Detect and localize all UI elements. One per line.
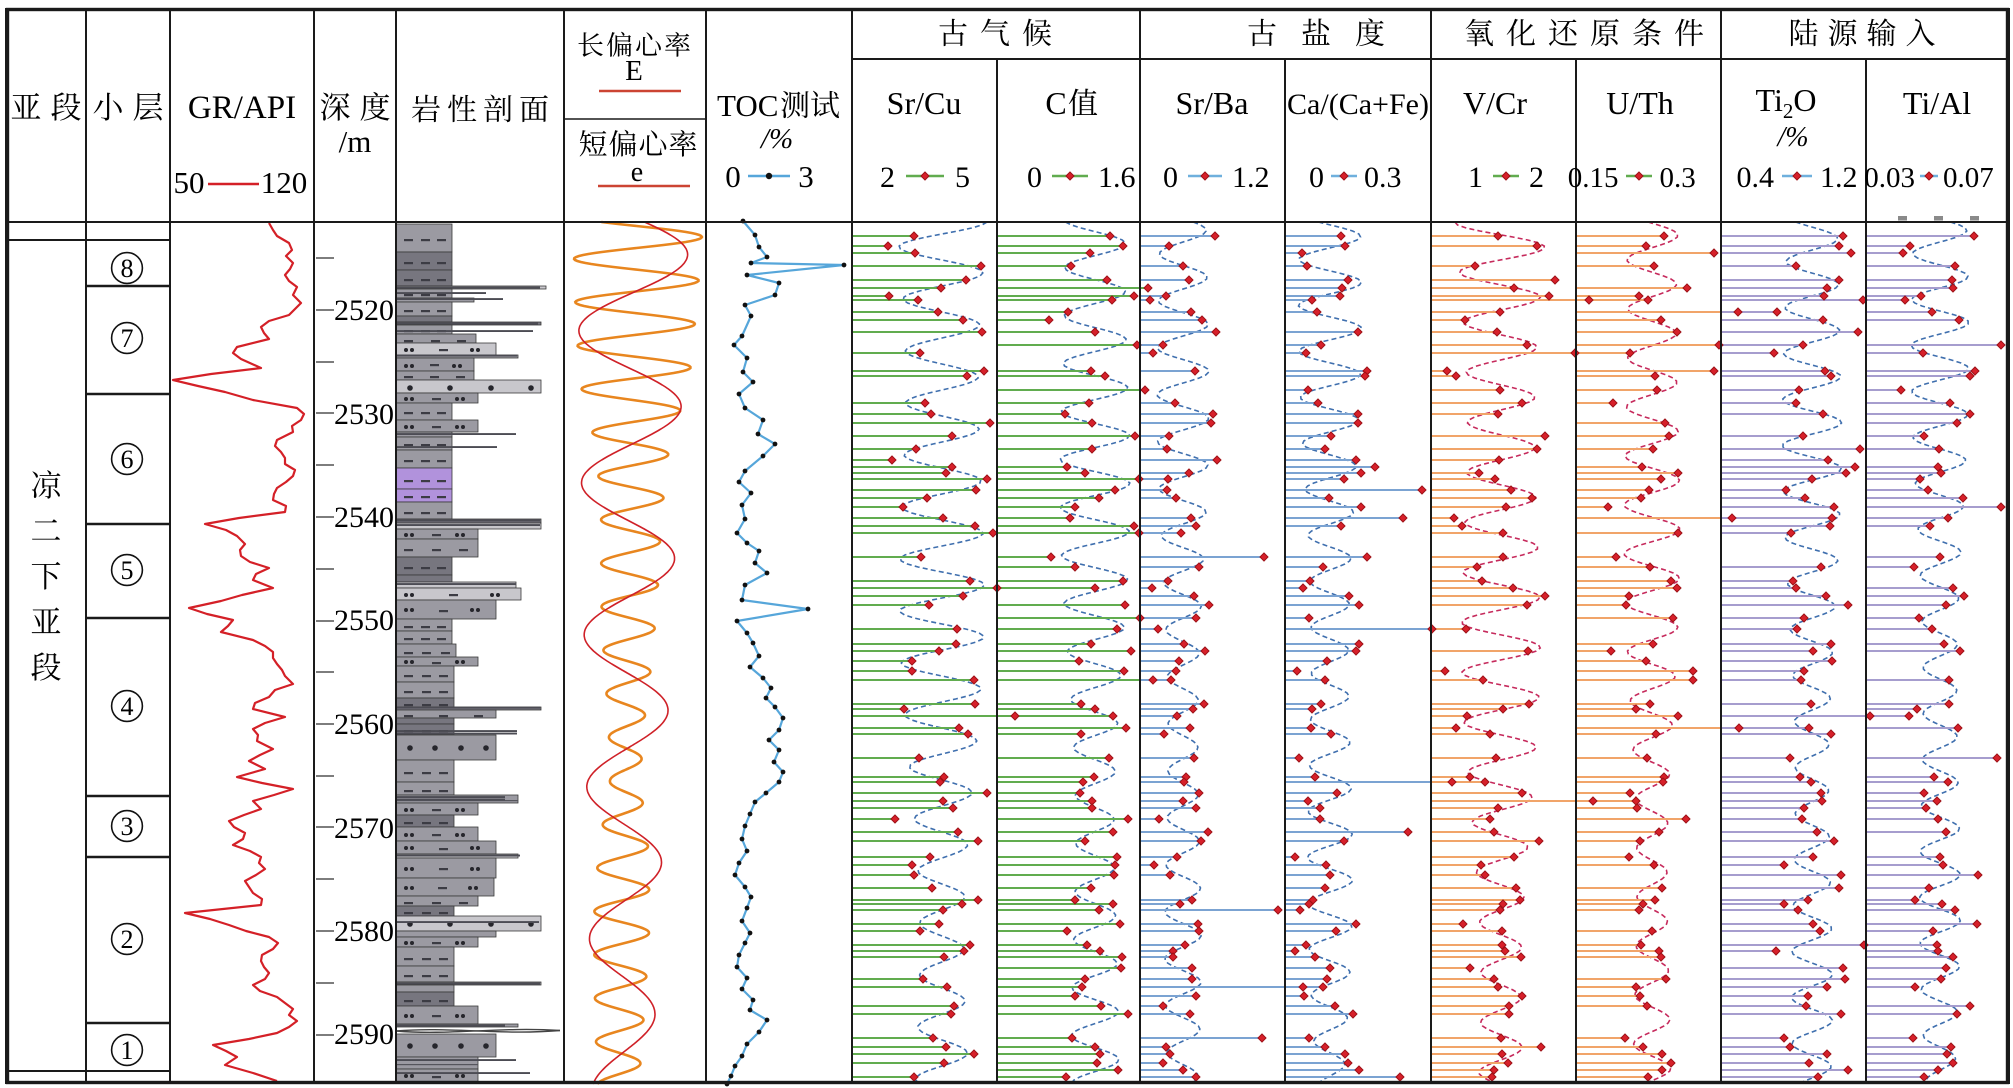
svg-text:2: 2: [1529, 161, 1544, 194]
svg-text:1.2: 1.2: [1232, 161, 1270, 194]
svg-text:Ti/Al: Ti/Al: [1903, 85, 1971, 121]
svg-text:/m: /m: [339, 124, 372, 159]
svg-text:2540: 2540: [334, 501, 394, 534]
svg-text:Sr/Ba: Sr/Ba: [1176, 85, 1249, 121]
svg-text:120: 120: [261, 165, 308, 200]
svg-text:1: 1: [1468, 161, 1483, 194]
svg-text:1.6: 1.6: [1098, 161, 1136, 194]
svg-text:1.2: 1.2: [1820, 161, 1858, 194]
svg-text:6: 6: [121, 445, 134, 474]
svg-text:2570: 2570: [334, 812, 394, 845]
svg-text:/%: /%: [759, 123, 793, 155]
svg-text:2: 2: [880, 161, 895, 194]
svg-text:3: 3: [798, 159, 814, 194]
svg-text:5: 5: [955, 161, 970, 194]
svg-text:2530: 2530: [334, 398, 394, 431]
svg-text:8: 8: [121, 254, 134, 283]
svg-text:E: E: [625, 55, 643, 87]
svg-text:0: 0: [1163, 161, 1178, 194]
svg-text:2: 2: [121, 925, 134, 954]
svg-text:Sr/Cu: Sr/Cu: [887, 85, 962, 121]
svg-text:2590: 2590: [334, 1018, 394, 1051]
svg-text:0.07: 0.07: [1943, 162, 1994, 194]
svg-text:2580: 2580: [334, 915, 394, 948]
svg-text:3: 3: [121, 812, 134, 841]
svg-text:0.03: 0.03: [1864, 162, 1915, 194]
svg-text:2520: 2520: [334, 294, 394, 327]
svg-text:0: 0: [1309, 161, 1324, 194]
svg-text:0.15: 0.15: [1568, 162, 1619, 194]
svg-text:e: e: [631, 157, 643, 188]
svg-text:/%: /%: [1775, 122, 1808, 153]
svg-text:0: 0: [1027, 161, 1042, 194]
svg-text:1: 1: [121, 1036, 134, 1065]
svg-text:0.3: 0.3: [1660, 162, 1696, 194]
svg-text:C: C: [1045, 85, 1066, 121]
svg-text:0.4: 0.4: [1737, 161, 1775, 194]
svg-text:GR/API: GR/API: [188, 90, 296, 126]
svg-text:V/Cr: V/Cr: [1463, 85, 1527, 121]
svg-text:5: 5: [121, 556, 134, 585]
svg-text:7: 7: [121, 324, 134, 353]
svg-text:50: 50: [174, 165, 205, 200]
svg-text:Ca/(Ca+Fe): Ca/(Ca+Fe): [1287, 88, 1429, 121]
svg-text:Ti2O: Ti2O: [1756, 82, 1817, 123]
svg-text:2560: 2560: [334, 708, 394, 741]
svg-text:4: 4: [121, 692, 134, 721]
svg-text:0.3: 0.3: [1364, 161, 1402, 194]
svg-text:2550: 2550: [334, 604, 394, 637]
svg-text:U/Th: U/Th: [1606, 85, 1674, 121]
svg-text:TOC: TOC: [717, 88, 778, 123]
svg-text:0: 0: [725, 159, 741, 194]
